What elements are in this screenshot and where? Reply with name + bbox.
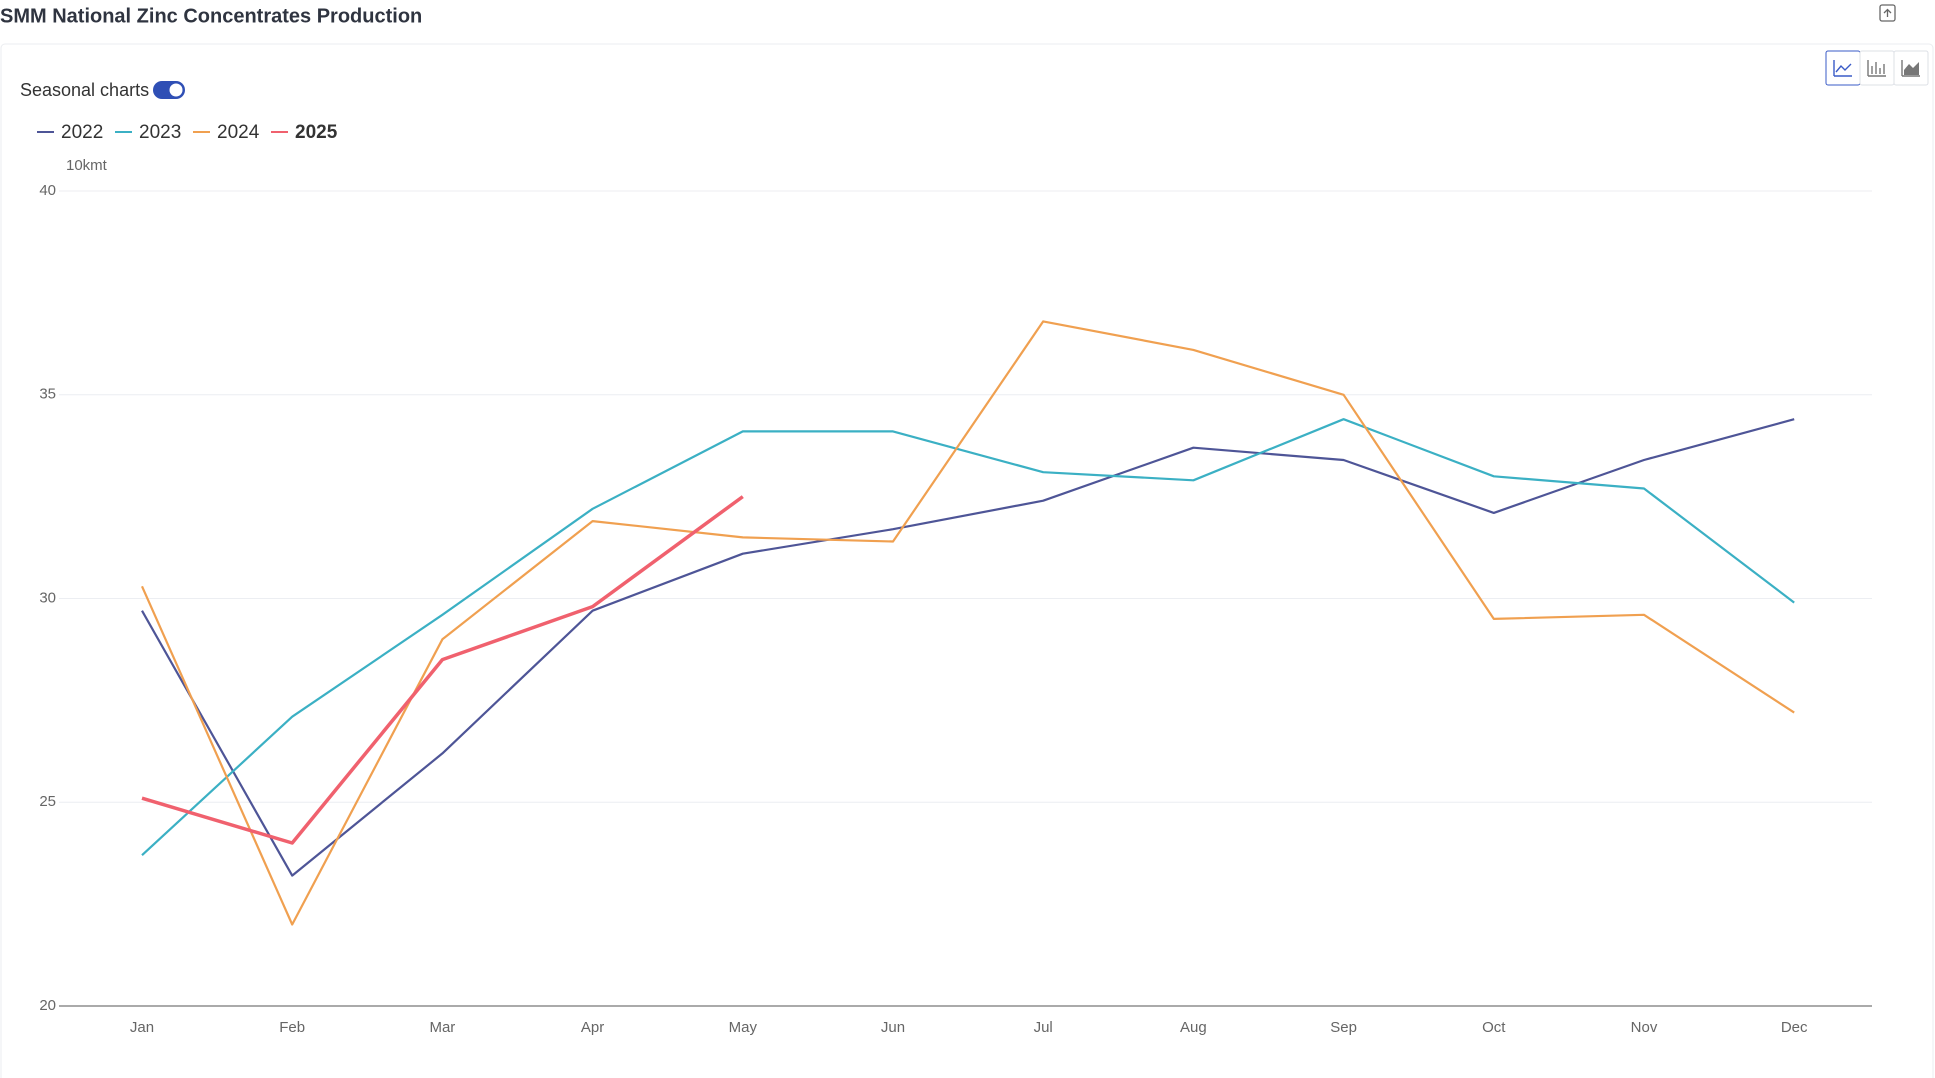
- x-tick-label: Oct: [1482, 1019, 1506, 1036]
- export-button[interactable]: [1879, 4, 1896, 22]
- chart-type-toolbar: [1825, 50, 1929, 86]
- legend-label: 2024: [217, 122, 260, 143]
- series-line: [141, 495, 744, 845]
- chart-title: SMM National Zinc Concentrates Productio…: [0, 5, 422, 27]
- x-tick-label: Nov: [1631, 1019, 1658, 1036]
- y-tick-label: 35: [39, 386, 56, 403]
- x-tick-label: Mar: [429, 1019, 455, 1036]
- y-tick-label: 40: [39, 182, 56, 199]
- y-tick-label: 20: [39, 997, 56, 1014]
- card: [0, 43, 1934, 1078]
- seasonal-toggle[interactable]: [153, 81, 185, 99]
- series-line: [141, 418, 1795, 857]
- x-tick-label: Sep: [1330, 1019, 1357, 1036]
- x-tick-label: Feb: [279, 1019, 305, 1036]
- y-tick-label: 30: [39, 589, 56, 606]
- legend-label: 2022: [61, 122, 103, 143]
- x-tick-label: Apr: [581, 1019, 604, 1036]
- y-tick-label: 25: [39, 793, 56, 810]
- x-tick-label: Jun: [881, 1019, 905, 1036]
- series-line: [140, 320, 1795, 926]
- x-tick-label: Dec: [1781, 1019, 1808, 1036]
- toggle-label: Seasonal charts: [20, 80, 149, 100]
- legend-label: 2023: [139, 122, 181, 143]
- y-axis-unit: 10kmt: [66, 157, 108, 174]
- legend-label: 2025: [295, 122, 338, 143]
- x-tick-label: Jan: [130, 1019, 154, 1036]
- x-tick-label: May: [729, 1019, 758, 1036]
- series-line: [141, 418, 1795, 877]
- x-tick-label: Aug: [1180, 1019, 1207, 1036]
- x-tick-label: Jul: [1034, 1019, 1053, 1036]
- bar-chart-button[interactable]: [1859, 50, 1895, 86]
